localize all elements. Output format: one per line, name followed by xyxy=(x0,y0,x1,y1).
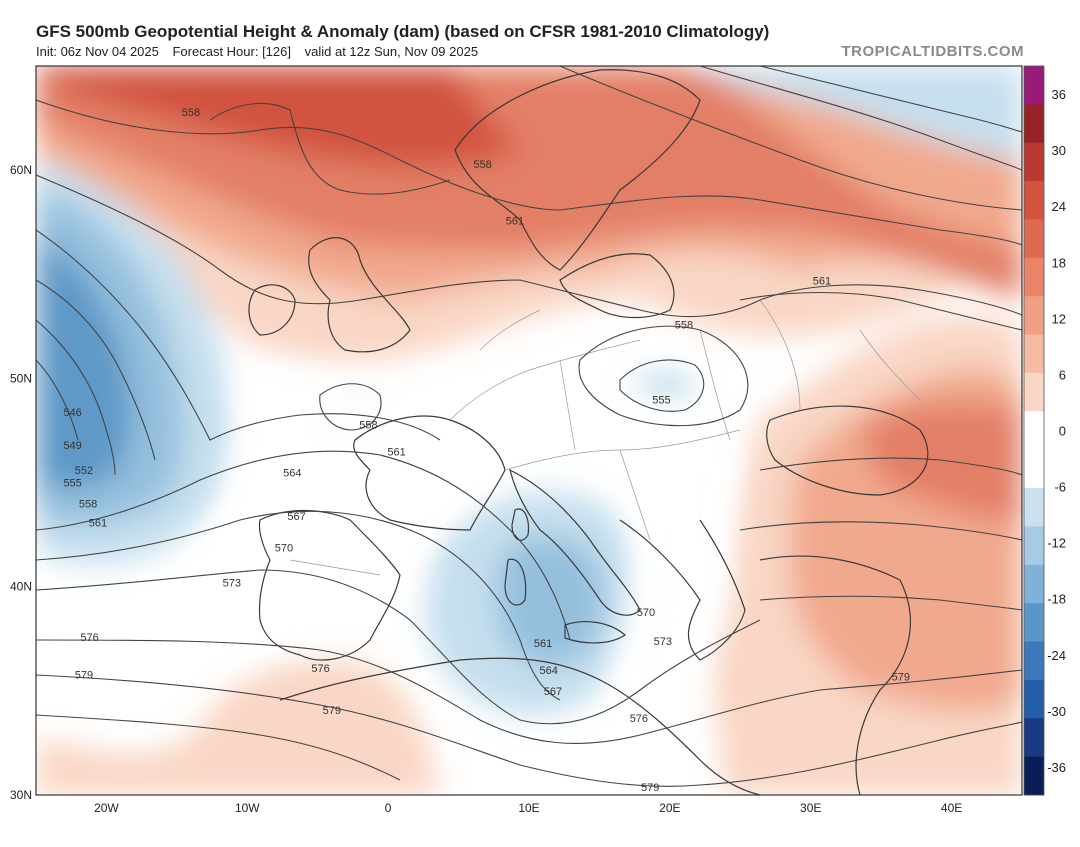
colorbar-tick-label: 12 xyxy=(1052,311,1066,326)
longitude-labels: 20W 10W 0 10E 20E 30E 40E xyxy=(94,801,962,815)
chart-title: GFS 500mb Geopotential Height & Anomaly … xyxy=(36,22,770,41)
run-info: Init: 06z Nov 04 2025 Forecast Hour: [12… xyxy=(36,44,488,59)
contour-label: 561 xyxy=(534,638,552,650)
latitude-label: 40N xyxy=(10,580,32,594)
colorbar-frame xyxy=(1023,65,1045,796)
colorbar-segment xyxy=(1024,679,1044,719)
colorbar-segment xyxy=(1024,449,1044,489)
contour-label: 561 xyxy=(89,517,107,529)
latitude-label: 60N xyxy=(10,163,32,177)
longitude-label: 10W xyxy=(235,801,260,815)
longitude-label: 30E xyxy=(800,801,821,815)
colorbar-segment xyxy=(1024,257,1044,297)
contour-label: 570 xyxy=(275,542,293,554)
contour-label: 564 xyxy=(540,665,558,677)
contour-labels: 558 558 561 561 558 555 558 561 564 567 570 573 576 5… xyxy=(63,107,910,794)
latitude-label: 30N xyxy=(10,788,32,802)
colorbar-segment xyxy=(1024,718,1044,758)
contour-label: 552 xyxy=(75,465,93,477)
contour-label: 576 xyxy=(630,713,648,725)
colorbar-segment xyxy=(1024,296,1044,336)
contour-label: 564 xyxy=(283,467,301,479)
contour-label: 555 xyxy=(652,394,670,406)
colorbar-segment xyxy=(1024,756,1044,796)
colorbar xyxy=(1023,65,1045,796)
latitude-label: 50N xyxy=(10,371,32,385)
colorbar-segment xyxy=(1024,142,1044,182)
colorbar-tick-label: -30 xyxy=(1047,704,1066,719)
colorbar-tick-label: -12 xyxy=(1047,536,1066,551)
colorbar-tick-label: 36 xyxy=(1052,87,1066,102)
init-time: Init: 06z Nov 04 2025 xyxy=(36,44,159,59)
longitude-label: 10E xyxy=(518,801,539,815)
contour-label: 561 xyxy=(387,446,405,458)
site-watermark: TROPICALTIDBITS.COM xyxy=(841,43,1024,60)
colorbar-segment xyxy=(1024,66,1044,105)
valid-time: valid at 12z Sun, Nov 09 2025 xyxy=(304,44,479,59)
country-borders xyxy=(289,299,921,576)
contour-label: 576 xyxy=(311,663,329,675)
contour-label: 558 xyxy=(675,319,693,331)
colorbar-segment xyxy=(1024,641,1044,681)
contour-label: 567 xyxy=(544,686,562,698)
longitude-label: 20E xyxy=(659,801,680,815)
contour-label: 576 xyxy=(80,632,98,644)
colorbar-tick-label: -6 xyxy=(1054,480,1066,495)
map-frame xyxy=(35,65,1023,796)
contour-label: 579 xyxy=(641,782,659,794)
contour-label: 567 xyxy=(287,511,305,523)
colorbar-tick-label: 6 xyxy=(1059,367,1066,382)
colorbar-tick-label: 18 xyxy=(1052,255,1066,270)
contour-label: 558 xyxy=(473,159,491,171)
colorbar-segment xyxy=(1024,219,1044,259)
contour-label: 579 xyxy=(75,669,93,681)
contour-label: 558 xyxy=(359,419,377,431)
colorbar-segment xyxy=(1024,372,1044,412)
colorbar-segment xyxy=(1024,603,1044,643)
forecast-hour: Forecast Hour: [126] xyxy=(172,44,291,59)
longitude-label: 20W xyxy=(94,801,119,815)
longitude-label: 0 xyxy=(385,801,392,815)
contour-label: 555 xyxy=(63,478,81,490)
latitude-labels: 60N 50N 40N 30N xyxy=(10,163,32,802)
colorbar-segment xyxy=(1024,411,1044,451)
longitude-label: 40E xyxy=(941,801,962,815)
contour-label: 573 xyxy=(654,636,672,648)
contour-label: 570 xyxy=(637,607,655,619)
colorbar-segment xyxy=(1024,334,1044,374)
colorbar-segment xyxy=(1024,488,1044,527)
coastlines xyxy=(248,69,929,795)
contour-label: 558 xyxy=(182,107,200,119)
colorbar-tick-label: 0 xyxy=(1059,424,1066,439)
contour-label: 579 xyxy=(892,671,910,683)
colorbar-ticks: 36 30 24 18 12 6 0 -6 -12 -18 -24 -30 -36 xyxy=(1047,87,1066,775)
contour-label: 558 xyxy=(79,499,97,511)
colorbar-segment xyxy=(1024,104,1044,144)
contour-label: 546 xyxy=(63,407,81,419)
colorbar-tick-label: -24 xyxy=(1047,648,1066,663)
contour-label: 561 xyxy=(813,276,831,288)
contour-label: 579 xyxy=(323,705,341,717)
colorbar-tick-label: -18 xyxy=(1047,592,1066,607)
colorbar-segment xyxy=(1024,526,1044,566)
contour-label: 561 xyxy=(506,215,524,227)
height-contours xyxy=(36,66,1022,787)
colorbar-segment xyxy=(1024,564,1044,604)
colorbar-tick-label: 24 xyxy=(1052,199,1066,214)
contour-label: 549 xyxy=(63,440,81,452)
colorbar-tick-label: -36 xyxy=(1047,760,1066,775)
colorbar-segment xyxy=(1024,181,1044,220)
contour-label: 573 xyxy=(223,578,241,590)
colorbar-tick-label: 30 xyxy=(1052,143,1066,158)
